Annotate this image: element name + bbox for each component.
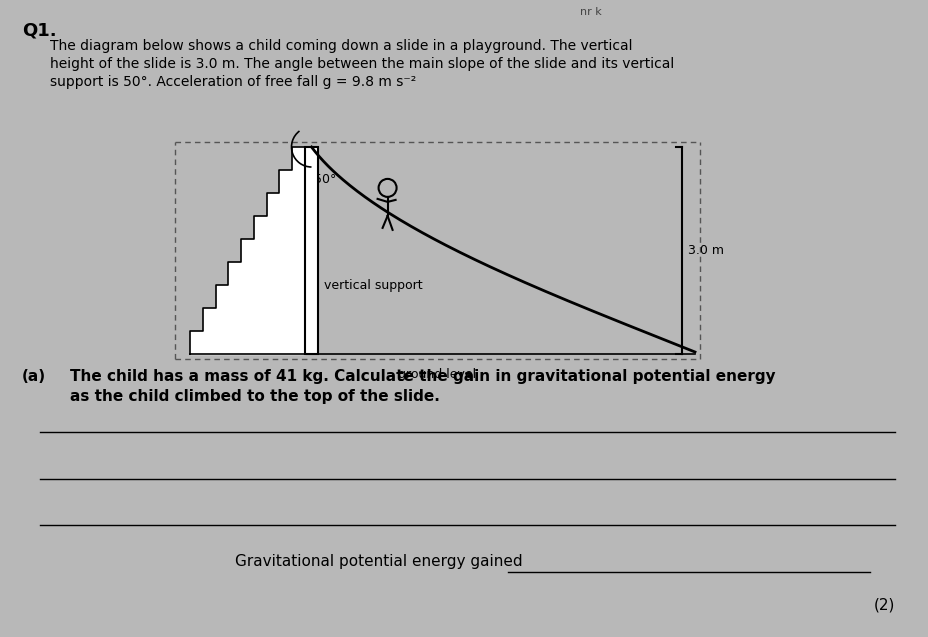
Text: ground level: ground level [397,368,476,381]
Polygon shape [190,147,304,354]
Text: The child has a mass of 41 kg. Calculate the gain in gravitational potential ene: The child has a mass of 41 kg. Calculate… [70,369,775,384]
Text: support is 50°. Acceleration of free fall g = 9.8 m s⁻²: support is 50°. Acceleration of free fal… [50,75,416,89]
Text: (a): (a) [22,369,46,384]
Text: 50°: 50° [315,173,337,186]
Text: height of the slide is 3.0 m. The angle between the main slope of the slide and : height of the slide is 3.0 m. The angle … [50,57,674,71]
Bar [304,147,317,354]
Text: Q1.: Q1. [22,22,57,40]
Text: vertical support: vertical support [324,279,422,292]
Text: as the child climbed to the top of the slide.: as the child climbed to the top of the s… [70,389,439,404]
Text: The diagram below shows a child coming down a slide in a playground. The vertica: The diagram below shows a child coming d… [50,39,632,53]
Text: nr k: nr k [579,7,601,17]
Text: (2): (2) [872,597,894,612]
Text: Gravitational potential energy gained: Gravitational potential energy gained [235,554,522,569]
Text: 3.0 m: 3.0 m [688,244,723,257]
